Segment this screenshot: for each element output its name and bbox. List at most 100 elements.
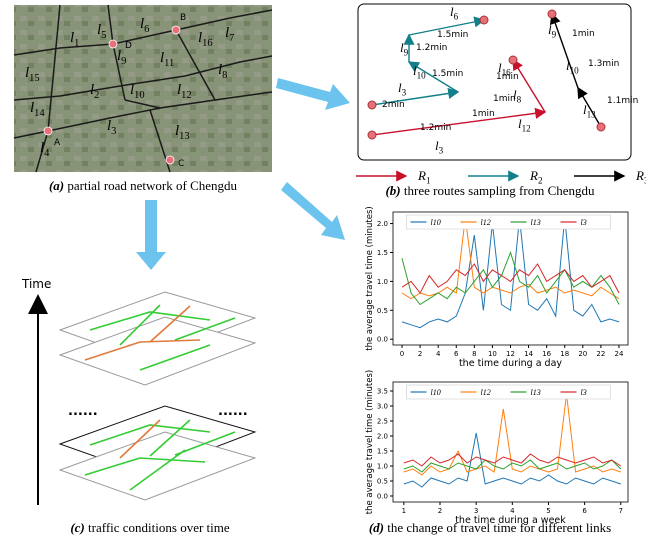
time-label: 1.5min [437, 30, 468, 40]
route-endpoint [480, 16, 488, 24]
caption-label: (d) [369, 520, 384, 535]
legend-label: R1 [417, 168, 431, 185]
caption-text: traffic conditions over time [88, 520, 230, 535]
ellipsis: ...... [218, 404, 248, 419]
flow-arrow [136, 200, 166, 270]
x-tick-label: 22 [596, 350, 605, 358]
y-tick-label: 2.0 [377, 433, 388, 441]
x-tick-label: 2 [438, 507, 442, 515]
subscript: 8 [517, 94, 522, 104]
legend-label: l13 [531, 218, 541, 227]
time-label: 1.5min [432, 69, 463, 79]
x-tick-label: 8 [472, 350, 476, 358]
subscript: 10 [570, 65, 580, 75]
subscript: 5 [101, 30, 106, 41]
time-label: 1.3min [588, 59, 619, 69]
time-label: 1min [496, 72, 519, 82]
subscript: 1 [426, 175, 431, 185]
subscript: 10 [134, 90, 145, 101]
x-tick-label: 16 [542, 350, 551, 358]
subscript: 6 [144, 24, 149, 35]
legend-label: R3 [635, 168, 646, 185]
y-tick-label: 0.0 [377, 336, 388, 344]
planes [60, 292, 255, 500]
y-tick-label: 0.5 [377, 307, 388, 315]
series-line [402, 218, 619, 299]
x-tick-label: 1 [402, 507, 406, 515]
node-dot [166, 156, 174, 164]
subscript: 16 [202, 38, 213, 49]
flow-arrow [281, 182, 345, 240]
caption-text: three routes sampling from Chengdu [404, 183, 595, 198]
caption-label: (b) [385, 183, 400, 198]
legend-label: l12 [481, 388, 491, 397]
time-label: 1.2min [420, 123, 451, 133]
node-dot [172, 26, 180, 34]
flow-arrow [276, 78, 350, 110]
y-tick-label: 1.5 [377, 448, 388, 456]
route-endpoint [548, 10, 556, 18]
node-dot [44, 127, 52, 135]
node-label: D [125, 41, 132, 51]
y-tick-label: 1.0 [377, 278, 388, 286]
route-endpoint [509, 56, 517, 64]
subscript: 3 [402, 87, 407, 97]
x-tick-label: 7 [619, 507, 623, 515]
caption-text: partial road network of Chengdu [67, 178, 237, 193]
caption: (b) three routes sampling from Chengdu [385, 183, 595, 198]
caption: (c) traffic conditions over time [70, 520, 230, 535]
subscript: 2 [538, 175, 543, 185]
node-dot [109, 40, 117, 48]
legend-label: l10 [431, 218, 441, 227]
x-axis-label: the time during a week [455, 515, 566, 526]
time-label: 1min [572, 29, 595, 39]
plot-frame [393, 212, 628, 345]
legend-label: l3 [581, 218, 587, 227]
symbol: R [417, 168, 426, 183]
route-endpoint [597, 123, 605, 131]
time-label: 1.2min [416, 43, 447, 53]
x-tick-label: 10 [488, 350, 497, 358]
x-tick-label: 14 [524, 350, 533, 358]
y-tick-label: 1.5 [377, 249, 388, 257]
time-label: Time [21, 277, 51, 291]
subscript: 8 [222, 70, 227, 81]
subscript: 6 [454, 11, 459, 21]
x-tick-label: 2 [418, 350, 422, 358]
y-axis-label: the average travel time (minutes) [365, 206, 375, 350]
series-line [402, 264, 619, 293]
y-tick-label: 2.0 [377, 220, 388, 228]
y-tick-label: 2.5 [377, 418, 388, 426]
x-tick-label: 6 [454, 350, 459, 358]
subscript: 2 [94, 90, 99, 101]
x-tick-label: 0 [400, 350, 404, 358]
x-tick-label: 4 [510, 507, 515, 515]
figure: Time ...... ...... (a) partial road netw… [0, 0, 646, 542]
subscript: 4 [44, 148, 50, 159]
subscript: 9 [121, 56, 126, 67]
time-label: 1.1min [607, 96, 638, 106]
series-line [402, 253, 619, 305]
route-endpoint [368, 101, 376, 109]
time-label: 2min [382, 100, 405, 110]
subscript: 3 [111, 126, 116, 137]
x-tick-label: 20 [578, 350, 587, 358]
x-axis-label: the time during a day [459, 358, 562, 369]
caption: (a) partial road network of Chengdu [49, 178, 238, 193]
series-line [402, 218, 619, 328]
ellipsis: ...... [68, 404, 98, 419]
x-tick-label: 4 [436, 350, 441, 358]
subscript: 1 [74, 38, 79, 49]
y-tick-label: 0.5 [377, 478, 388, 486]
legend-label: R2 [529, 168, 543, 185]
symbol: R [529, 168, 538, 183]
subscript: 9 [552, 29, 557, 39]
subscript: 13 [179, 131, 190, 142]
subscript: 7 [229, 33, 234, 44]
series-line [404, 454, 621, 466]
y-tick-label: 0.0 [377, 493, 388, 501]
legend-label: l10 [431, 388, 441, 397]
legend-label: l3 [581, 388, 587, 397]
time-label: 1min [493, 94, 516, 104]
subscript: 10 [417, 70, 427, 80]
